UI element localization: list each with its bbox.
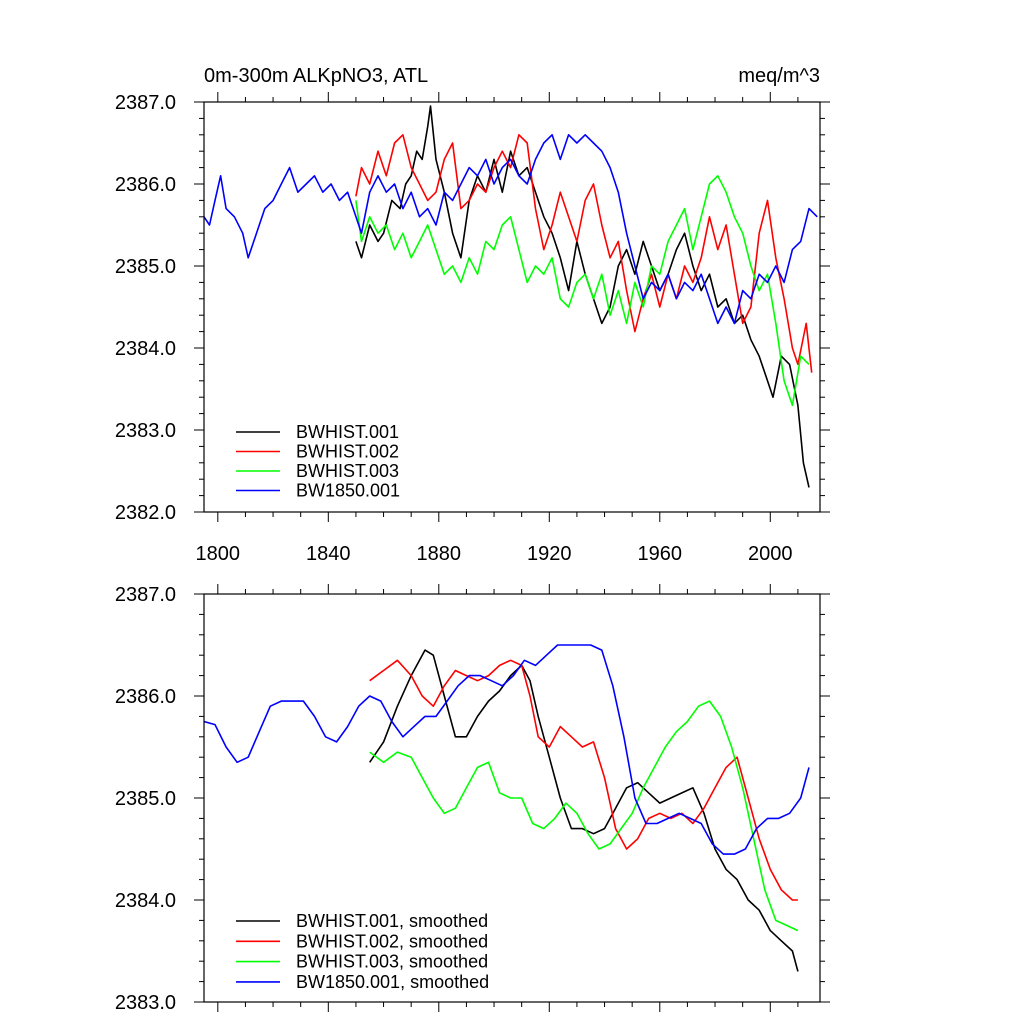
top-panel: 2382.0 2383.0 2384.0 2385.0 2386.0 2387.0 1800… <box>115 92 830 565</box>
series-line-bwhist-002-smoothed <box>369 659 798 901</box>
x-tick-label: 1840 <box>306 543 351 565</box>
y-tick-label: 2386.0 <box>115 686 176 708</box>
series-group <box>204 644 810 972</box>
y-tick-label: 2384.0 <box>115 338 176 360</box>
series-group <box>204 105 818 488</box>
chart-units: meq/m^3 <box>738 65 820 87</box>
legend-label: BWHIST.003, smoothed <box>296 952 488 972</box>
y-tick-label: 2387.0 <box>115 584 176 606</box>
y-tick-label: 2385.0 <box>115 256 176 278</box>
legend-label: BWHIST.001 <box>296 422 399 442</box>
legend-label: BWHIST.003 <box>296 461 399 481</box>
legend-label: BW1850.001, smoothed <box>296 972 489 992</box>
series-line-bw1850-001-smoothed <box>204 644 810 855</box>
legend-label: BWHIST.002 <box>296 442 399 462</box>
series-line-bw1850-001 <box>204 134 818 325</box>
y-tick-label: 2383.0 <box>115 420 176 442</box>
series-line-bwhist-002 <box>355 134 813 373</box>
series-line-bwhist-001 <box>355 105 810 488</box>
x-tick-label: 1800 <box>196 543 241 565</box>
series-line-bwhist-003-smoothed <box>369 700 799 932</box>
legend-label: BWHIST.001, smoothed <box>296 911 488 931</box>
x-tick-label: 1920 <box>527 543 572 565</box>
x-tick-label: 2000 <box>748 543 793 565</box>
x-tick-label: 1880 <box>417 543 462 565</box>
plot-frame <box>203 101 821 513</box>
y-tick-label: 2385.0 <box>115 788 176 810</box>
bottom-panel: 2383.0 2384.0 2385.0 2386.0 2387.0 BWHIST.001… <box>115 584 830 1014</box>
y-tick-label: 2387.0 <box>115 92 176 114</box>
legend-label: BWHIST.002, smoothed <box>296 931 488 951</box>
x-tick-label: 1960 <box>638 543 683 565</box>
y-tick-label: 2384.0 <box>115 890 176 912</box>
y-tick-label: 2383.0 <box>115 992 176 1014</box>
y-tick-label: 2382.0 <box>115 502 176 524</box>
chart-title: 0m-300m ALKpNO3, ATL <box>204 65 428 87</box>
legend-label: BW1850.001 <box>296 481 400 501</box>
series-line-bwhist-003 <box>355 175 810 407</box>
y-tick-label: 2386.0 <box>115 174 176 196</box>
series-line-bwhist-001-smoothed <box>369 649 799 972</box>
